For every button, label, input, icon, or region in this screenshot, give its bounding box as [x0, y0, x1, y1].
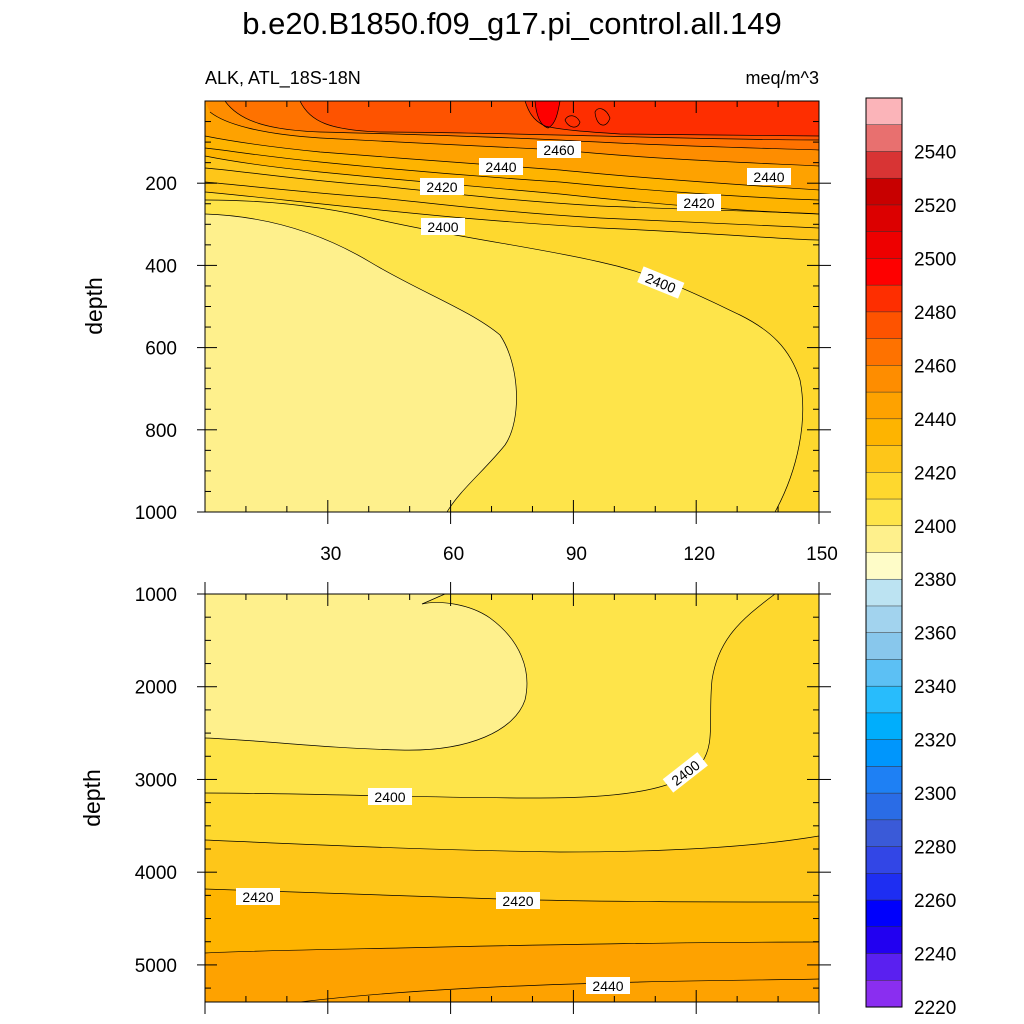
colorbar: [865, 97, 903, 1008]
colorbar-label: 2540: [914, 142, 956, 163]
colorbar-swatch: [865, 659, 903, 687]
lower-band-2390: [205, 594, 527, 751]
lower-y-tick-label: 5000: [135, 956, 177, 977]
colorbar-swatch: [865, 766, 903, 794]
colorbar-label: 2340: [914, 677, 956, 698]
upper-x-tick-label: 60: [443, 544, 464, 565]
colorbar-label: 2460: [914, 356, 956, 377]
colorbar-swatch: [865, 605, 903, 634]
colorbar-swatch: [865, 873, 903, 901]
colorbar-label: 2420: [914, 463, 956, 484]
colorbar-swatch: [865, 685, 903, 714]
upper-label-2400-a: 2400: [427, 219, 458, 235]
upper-band-2385: [205, 214, 517, 512]
colorbar-swatch: [865, 498, 903, 527]
units-subtitle: meq/m^3: [746, 68, 819, 88]
lower-y-axis-label: depth: [79, 769, 105, 827]
upper-band-2480: [535, 101, 560, 128]
colorbar-label: 2240: [914, 945, 956, 966]
colorbar-swatch: [865, 338, 903, 366]
upper-x-tick-labels: 30 60 90 120 150: [320, 544, 838, 565]
lower-y-tick-label: 3000: [135, 770, 177, 791]
colorbar-labels: 2540 2520 2500 2480 2460 2440 2420 2400 2380 2360…: [914, 142, 956, 1019]
left-subtitle: ALK, ATL_18S-18N: [205, 68, 361, 89]
lower-y-tick-label: 4000: [135, 863, 177, 884]
colorbar-swatch: [865, 258, 903, 286]
colorbar-label: 2480: [914, 303, 956, 324]
upper-ticks: [197, 100, 831, 524]
upper-label-2460: 2460: [543, 142, 574, 158]
upper-band-2470: [525, 101, 819, 136]
lower-label-2420-a: 2420: [242, 889, 273, 905]
colorbar-swatch: [865, 525, 903, 554]
colorbar-label: 2320: [914, 731, 956, 752]
colorbar-swatch: [865, 632, 903, 660]
lower-contour-field: [205, 594, 819, 1002]
upper-y-tick-labels: 200 400 600 800 1000: [135, 174, 177, 524]
colorbar-swatch: [865, 980, 903, 1008]
colorbar-swatch: [865, 97, 903, 126]
colorbar-swatch: [865, 177, 903, 206]
upper-x-tick-label: 150: [806, 544, 838, 565]
colorbar-swatch: [865, 365, 903, 393]
upper-label-2440-b: 2440: [753, 169, 784, 185]
lower-y-tick-label: 1000: [135, 585, 177, 606]
colorbar-swatch: [865, 391, 903, 420]
upper-label-2440-a: 2440: [485, 159, 516, 175]
upper-x-tick-label: 90: [566, 544, 587, 565]
colorbar-label: 2520: [914, 196, 956, 217]
colorbar-swatch: [865, 124, 903, 153]
colorbar-label: 2500: [914, 249, 956, 270]
colorbar-swatch: [865, 418, 903, 447]
colorbar-swatch: [865, 712, 903, 741]
colorbar-swatch: [865, 284, 903, 313]
lower-label-2420-b: 2420: [502, 893, 533, 909]
lower-label-2400-a: 2400: [374, 789, 405, 805]
colorbar-swatch: [865, 792, 903, 821]
colorbar-swatch: [865, 204, 903, 233]
colorbar-label: 2380: [914, 570, 956, 591]
colorbar-label: 2400: [914, 517, 956, 538]
colorbar-swatch: [865, 445, 903, 473]
colorbar-swatch: [865, 899, 903, 928]
colorbar-swatch: [865, 472, 903, 500]
upper-contour-field: [205, 101, 819, 512]
upper-y-tick-label: 800: [145, 421, 177, 442]
upper-label-2420-a: 2420: [426, 179, 457, 195]
upper-y-tick-label: 200: [145, 174, 177, 195]
upper-y-axis-label: depth: [81, 277, 107, 335]
colorbar-swatch: [865, 926, 903, 955]
lower-y-tick-label: 2000: [135, 678, 177, 699]
upper-y-tick-label: 600: [145, 339, 177, 360]
upper-x-tick-label: 120: [683, 544, 715, 565]
colorbar-swatch: [865, 552, 903, 580]
colorbar-frame: [865, 97, 903, 1008]
upper-x-tick-label: 30: [320, 544, 341, 565]
lower-panel-frame: [204, 593, 820, 1003]
lower-label-2440: 2440: [592, 978, 623, 994]
colorbar-label: 2360: [914, 624, 956, 645]
lower-y-tick-labels: 1000 2000 3000 4000 5000: [135, 585, 177, 977]
colorbar-label: 2440: [914, 410, 956, 431]
colorbar-swatch: [865, 846, 903, 874]
colorbar-label: 2260: [914, 891, 956, 912]
colorbar-swatch: [865, 151, 903, 179]
colorbar-label: 2280: [914, 838, 956, 859]
upper-contour-labels: 2460 2440 2440 2420 2420 2400 2400: [420, 141, 791, 299]
colorbar-swatch: [865, 739, 903, 767]
colorbar-swatch: [865, 819, 903, 848]
colorbar-swatch: [865, 578, 903, 607]
upper-label-2420-b: 2420: [683, 195, 714, 211]
upper-y-tick-label: 1000: [135, 503, 177, 524]
colorbar-swatch: [865, 953, 903, 981]
colorbar-swatch: [865, 231, 903, 259]
colorbar-label: 2220: [914, 998, 956, 1019]
upper-y-tick-label: 400: [145, 256, 177, 277]
lower-ticks: [197, 582, 831, 1014]
colorbar-swatch: [865, 311, 903, 340]
colorbar-label: 2300: [914, 784, 956, 805]
chart-title: b.e20.B1850.f09_g17.pi_control.all.149: [242, 6, 782, 41]
